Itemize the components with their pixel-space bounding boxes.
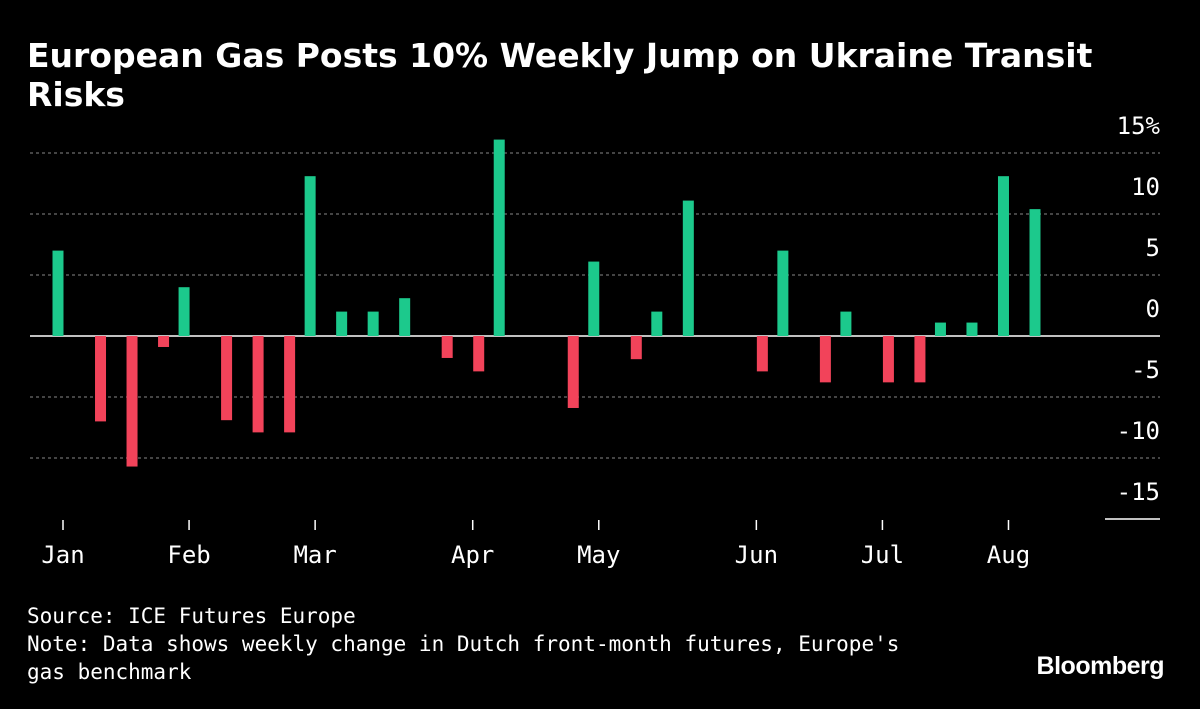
bar (399, 298, 411, 336)
bar (588, 261, 600, 336)
bar (367, 311, 379, 336)
bar (756, 336, 768, 372)
bar (630, 336, 642, 360)
bar (966, 322, 978, 336)
y-tick-label: -5 (1131, 356, 1160, 384)
bar (1029, 209, 1041, 336)
bar (997, 176, 1009, 336)
x-tick-label: Jun (735, 541, 778, 569)
source: Source: ICE Futures Europe (27, 604, 356, 628)
y-tick-label: -10 (1117, 417, 1160, 445)
bar (52, 250, 64, 336)
y-tick-label: 0 (1146, 295, 1160, 323)
bar (284, 336, 296, 433)
x-tick-label: Jul (861, 541, 904, 569)
bar (819, 336, 831, 383)
y-tick-label: 15% (1117, 112, 1161, 140)
bar (221, 336, 233, 421)
bar (126, 336, 138, 467)
bar (95, 336, 107, 422)
brand: Bloomberg (1036, 652, 1165, 680)
bar (158, 336, 170, 347)
note: Note: Data shows weekly change in Dutch … (27, 632, 900, 684)
bar (840, 311, 852, 336)
chart-title: European Gas Posts 10% Weekly Jump on Uk… (27, 36, 1093, 114)
x-tick-label: Feb (167, 541, 210, 569)
bar (304, 176, 316, 336)
x-tick-label: Apr (451, 541, 494, 569)
bar (473, 336, 485, 372)
y-tick-label: -15 (1117, 478, 1160, 506)
bar (567, 336, 579, 408)
bar (777, 250, 789, 336)
bar (441, 336, 453, 358)
bar (651, 311, 663, 336)
y-tick-label: 5 (1146, 234, 1160, 262)
x-tick-label: Aug (987, 541, 1030, 569)
bar (493, 139, 505, 336)
bar (178, 287, 190, 336)
x-tick-label: May (577, 541, 620, 569)
bar (252, 336, 264, 433)
bar (934, 322, 946, 336)
bar (882, 336, 894, 383)
x-tick-label: Jan (41, 541, 84, 569)
bar (336, 311, 348, 336)
x-tick-label: Mar (293, 541, 336, 569)
y-tick-label: 10 (1131, 173, 1160, 201)
bar (682, 200, 694, 336)
bar (914, 336, 926, 383)
